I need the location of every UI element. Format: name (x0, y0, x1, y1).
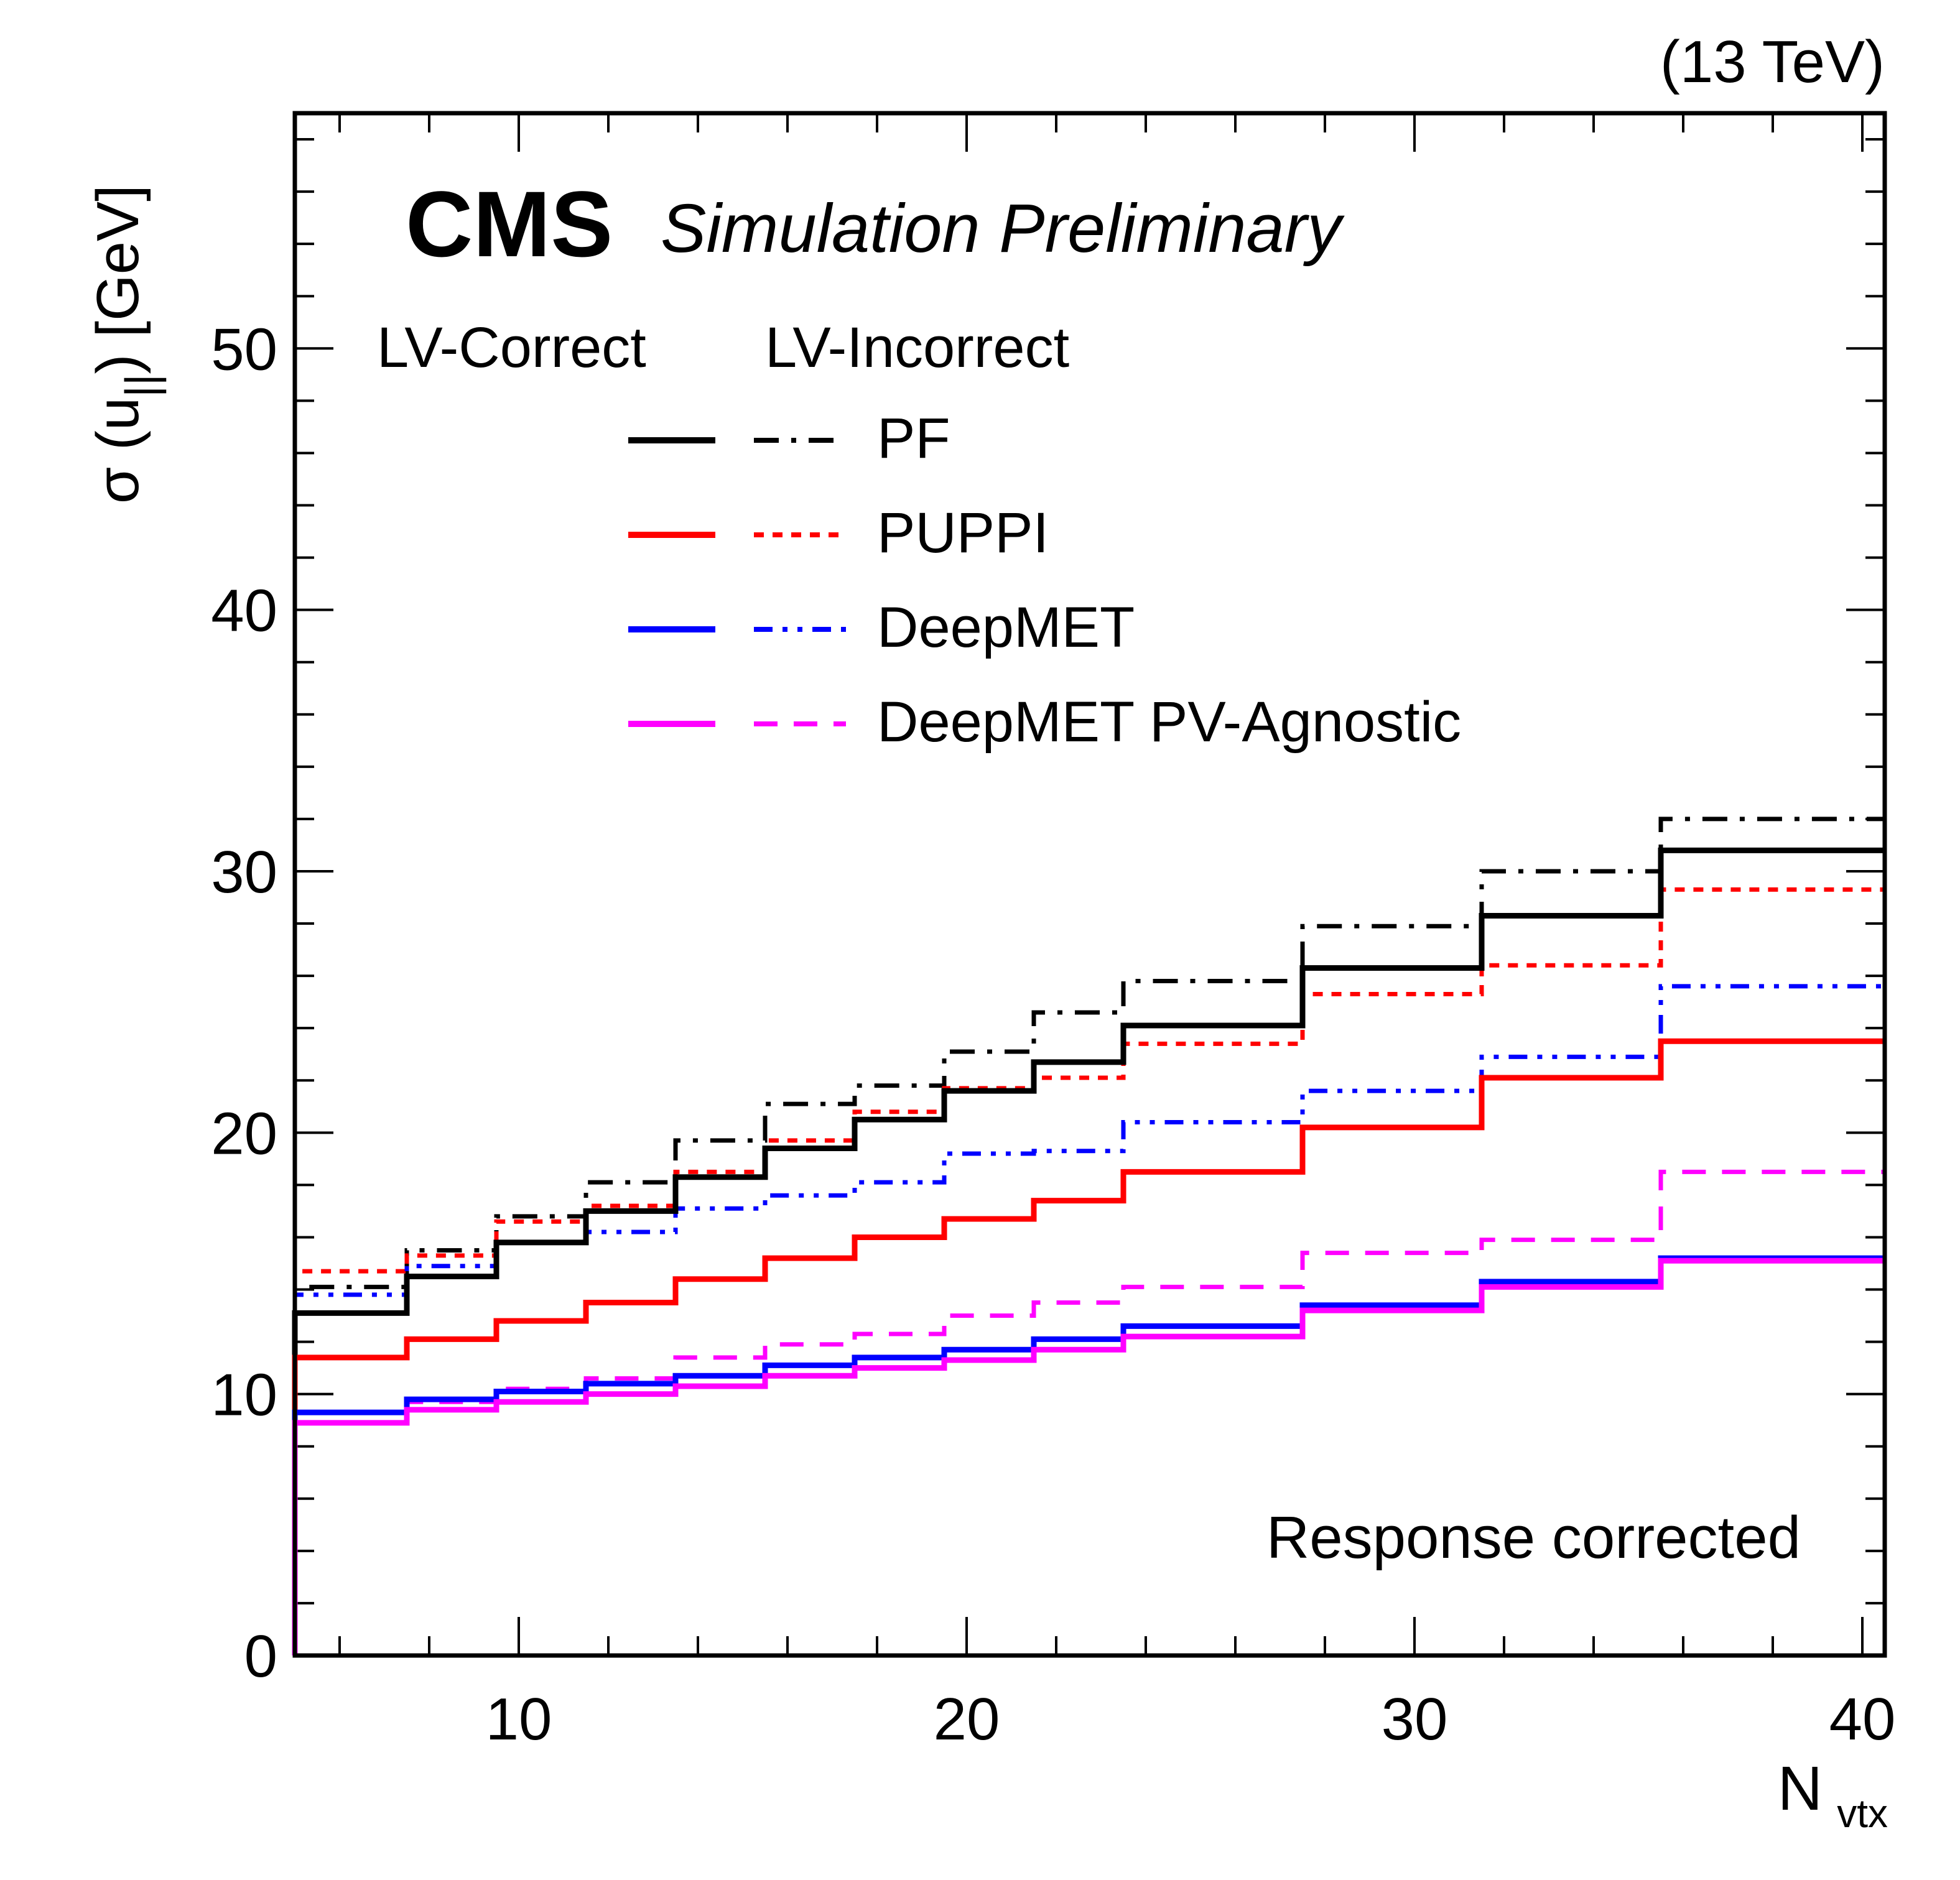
legend-label: PF (877, 407, 950, 470)
y-axis-label-suffix: ) [GeV] (85, 185, 151, 374)
tick-labels: 10 20 30 40 0 10 20 30 40 50 (211, 316, 1895, 1753)
status-label: Simulation Preliminary (661, 190, 1345, 267)
experiment-label: CMS (406, 172, 613, 276)
series-line (292, 847, 1885, 1655)
note-label: Response corrected (1266, 1504, 1801, 1571)
x-tick-label: 40 (1829, 1686, 1896, 1753)
legend-label: PUPPI (877, 501, 1049, 565)
y-axis-label-prefix: σ (u (85, 397, 151, 504)
y-axis-label-sub: || (117, 374, 167, 397)
legend: PF PUPPI DeepMET DeepMET PV-Agnostic (628, 407, 1461, 754)
y-tick-label: 40 (211, 578, 277, 644)
plot-frame (292, 111, 1887, 1658)
series-line (292, 887, 1885, 1655)
legend-label: DeepMET PV-Agnostic (877, 690, 1461, 754)
series-line (292, 1255, 1885, 1655)
y-tick-label: 50 (211, 316, 277, 382)
y-axis-label: σ (u||) [GeV] (85, 185, 167, 504)
y-tick-label: 30 (211, 839, 277, 905)
series-line (292, 1257, 1885, 1655)
series-line (292, 1038, 1885, 1655)
energy-label: (13 TeV) (1660, 29, 1885, 95)
x-tick-label: 10 (486, 1686, 552, 1753)
legend-label: DeepMET (877, 596, 1135, 659)
x-axis-label: N (1778, 1754, 1823, 1823)
x-axis-label-main: N (1778, 1754, 1823, 1823)
x-tick-label: 30 (1382, 1686, 1448, 1753)
legend-header-incorrect: LV-Incorrect (765, 316, 1069, 379)
y-tick-label: 10 (211, 1362, 277, 1429)
y-tick-label: 20 (211, 1100, 277, 1167)
x-axis-label-sub: vtx (1837, 1791, 1888, 1836)
series-lines (292, 817, 1885, 1655)
legend-header-correct: LV-Correct (377, 316, 646, 379)
y-tick-label: 0 (244, 1623, 277, 1690)
x-tick-label: 20 (934, 1686, 1000, 1753)
